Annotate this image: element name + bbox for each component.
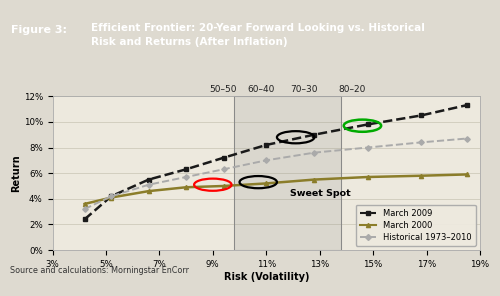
Text: 60–40: 60–40 [247,85,274,94]
X-axis label: Risk (Volatility): Risk (Volatility) [224,272,309,281]
Text: Efficient Frontier: 20-Year Forward Looking vs. Historical
Risk and Returns (Aft: Efficient Frontier: 20-Year Forward Look… [91,23,424,47]
Text: Figure 3:: Figure 3: [11,25,67,35]
Text: 70–30: 70–30 [290,85,318,94]
Text: 50–50: 50–50 [210,85,238,94]
Text: Sweet Spot: Sweet Spot [290,189,351,198]
Bar [234,96,341,250]
Legend: March 2009, March 2000, Historical 1973–2010: March 2009, March 2000, Historical 1973–… [356,205,476,246]
Text: Source and calculations: Morningstar EnCorr: Source and calculations: Morningstar EnC… [10,266,189,275]
Text: 80–20: 80–20 [338,85,365,94]
Y-axis label: Return: Return [11,154,21,192]
